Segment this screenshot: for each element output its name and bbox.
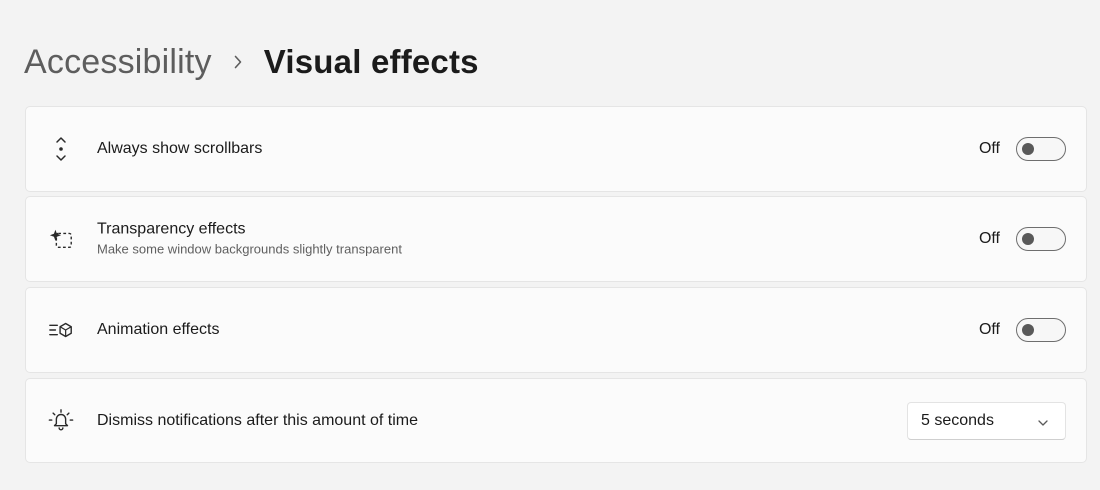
scrollbar-icon: [48, 135, 74, 163]
animation-icon: [48, 316, 74, 344]
transparency-toggle[interactable]: [1016, 227, 1066, 251]
toggle-state-label: Off: [978, 140, 1000, 157]
setting-transparency-effects: Transparency effects Make some window ba…: [25, 196, 1087, 282]
transparency-toggle-group: Off: [979, 227, 1066, 251]
setting-dismiss-notifications: Dismiss notifications after this amount …: [25, 378, 1087, 463]
notification-duration-dropdown[interactable]: 5 seconds: [907, 401, 1066, 440]
setting-always-show-scrollbars: Always show scrollbars Off: [25, 106, 1087, 192]
setting-title: Animation effects: [97, 321, 220, 338]
toggle-state-label: Off: [978, 230, 1000, 247]
animation-toggle[interactable]: [1016, 318, 1066, 342]
setting-description: Make some window backgrounds slightly tr…: [97, 241, 402, 257]
toggle-knob: [1022, 324, 1034, 336]
page-title: Visual effects: [263, 43, 479, 80]
notification-bell-icon: [48, 407, 74, 435]
chevron-right-icon: [212, 55, 264, 69]
dropdown-selected-value: 5 seconds: [921, 411, 994, 429]
toggle-state-label: Off: [978, 321, 1000, 338]
scrollbars-toggle-group: Off: [979, 137, 1066, 161]
transparency-icon: [48, 225, 74, 253]
setting-animation-effects: Animation effects Off: [25, 287, 1087, 373]
scrollbars-toggle[interactable]: [1016, 137, 1066, 161]
toggle-knob: [1022, 233, 1034, 245]
chevron-down-icon: [1037, 416, 1049, 428]
breadcrumb-accessibility[interactable]: Accessibility: [24, 42, 212, 81]
animation-toggle-group: Off: [979, 318, 1066, 342]
setting-title: Always show scrollbars: [97, 140, 263, 157]
setting-title: Transparency effects: [97, 220, 246, 238]
setting-title: Dismiss notifications after this amount …: [97, 411, 419, 429]
toggle-knob: [1022, 143, 1034, 155]
breadcrumb: Accessibility Visual effects: [24, 40, 479, 84]
